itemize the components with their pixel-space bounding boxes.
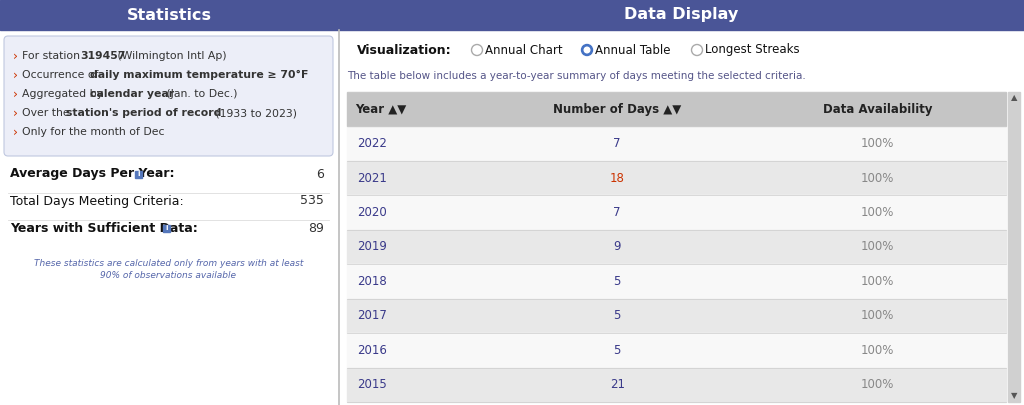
Text: Aggregated by: Aggregated by xyxy=(22,89,106,99)
Text: 2022: 2022 xyxy=(357,137,387,150)
Text: ›: › xyxy=(13,49,18,62)
Text: 100%: 100% xyxy=(861,241,894,254)
Bar xyxy=(347,195,1006,230)
Text: 100%: 100% xyxy=(861,137,894,150)
Text: Occurrence of: Occurrence of xyxy=(22,70,102,80)
Text: (Wilmington Intl Ap): (Wilmington Intl Ap) xyxy=(114,51,226,61)
Bar xyxy=(347,92,1006,126)
Text: 100%: 100% xyxy=(861,378,894,391)
Text: 5: 5 xyxy=(613,344,621,357)
Bar xyxy=(163,225,170,232)
Text: Statistics: Statistics xyxy=(127,8,212,23)
Text: Longest Streaks: Longest Streaks xyxy=(705,43,800,57)
Bar xyxy=(347,298,1006,333)
Text: Over the: Over the xyxy=(22,108,73,118)
Text: 21: 21 xyxy=(609,378,625,391)
Text: These statistics are calculated only from years with at least: These statistics are calculated only fro… xyxy=(34,259,303,268)
Bar xyxy=(347,264,1006,298)
Text: Years with Sufficient Data:: Years with Sufficient Data: xyxy=(10,222,198,234)
Text: 319457: 319457 xyxy=(80,51,125,61)
Text: 89: 89 xyxy=(308,222,324,234)
Text: i: i xyxy=(137,171,140,177)
Text: 6: 6 xyxy=(316,168,324,181)
Text: 100%: 100% xyxy=(861,309,894,322)
Text: 2020: 2020 xyxy=(357,206,387,219)
Text: 2019: 2019 xyxy=(357,241,387,254)
Text: The table below includes a year-to-year summary of days meeting the selected cri: The table below includes a year-to-year … xyxy=(347,71,806,81)
Text: 100%: 100% xyxy=(861,206,894,219)
Bar xyxy=(347,230,1006,264)
Text: 18: 18 xyxy=(609,172,625,185)
Text: 2021: 2021 xyxy=(357,172,387,185)
Text: ›: › xyxy=(13,126,18,139)
Text: 5: 5 xyxy=(613,275,621,288)
Text: Only for the month of Dec: Only for the month of Dec xyxy=(22,127,165,137)
Text: 90% of observations available: 90% of observations available xyxy=(100,271,237,280)
Text: For station: For station xyxy=(22,51,84,61)
Text: 5: 5 xyxy=(613,309,621,322)
Text: Total Days Meeting Criteria:: Total Days Meeting Criteria: xyxy=(10,194,183,207)
Circle shape xyxy=(585,47,590,53)
Text: 2018: 2018 xyxy=(357,275,387,288)
Text: 2016: 2016 xyxy=(357,344,387,357)
Text: 100%: 100% xyxy=(861,172,894,185)
Text: ▲: ▲ xyxy=(1011,94,1017,102)
Text: (Jan. to Dec.): (Jan. to Dec.) xyxy=(163,89,238,99)
Text: ›: › xyxy=(13,107,18,119)
Text: station's period of record: station's period of record xyxy=(66,108,221,118)
Text: Annual Table: Annual Table xyxy=(595,43,671,57)
Bar xyxy=(0,0,1024,30)
Text: 100%: 100% xyxy=(861,275,894,288)
Text: ›: › xyxy=(13,87,18,100)
Text: Year ▲▼: Year ▲▼ xyxy=(355,103,407,116)
Text: 9: 9 xyxy=(613,241,621,254)
Text: 7: 7 xyxy=(613,206,621,219)
Text: 535: 535 xyxy=(300,194,324,207)
Circle shape xyxy=(582,45,593,55)
Bar xyxy=(135,171,142,178)
Bar xyxy=(1008,92,1020,402)
Text: 100%: 100% xyxy=(861,344,894,357)
Text: 7: 7 xyxy=(613,137,621,150)
Text: Average Days Per Year:: Average Days Per Year: xyxy=(10,168,174,181)
Text: Number of Days ▲▼: Number of Days ▲▼ xyxy=(553,103,681,116)
Text: (1933 to 2023): (1933 to 2023) xyxy=(212,108,297,118)
Text: daily maximum temperature ≥ 70°F: daily maximum temperature ≥ 70°F xyxy=(90,70,308,80)
Bar xyxy=(347,161,1006,195)
Bar xyxy=(347,333,1006,368)
Bar xyxy=(347,126,1006,161)
Text: Annual Chart: Annual Chart xyxy=(485,43,562,57)
Text: 2015: 2015 xyxy=(357,378,387,391)
Text: ›: › xyxy=(13,68,18,81)
Text: Data Display: Data Display xyxy=(625,8,738,23)
FancyBboxPatch shape xyxy=(4,36,333,156)
Text: Visualization:: Visualization: xyxy=(357,43,452,57)
Text: ▼: ▼ xyxy=(1011,392,1017,401)
Text: Data Availability: Data Availability xyxy=(822,103,932,116)
Text: i: i xyxy=(166,226,168,232)
Text: calendar year: calendar year xyxy=(90,89,174,99)
Bar xyxy=(347,368,1006,402)
Text: 2017: 2017 xyxy=(357,309,387,322)
